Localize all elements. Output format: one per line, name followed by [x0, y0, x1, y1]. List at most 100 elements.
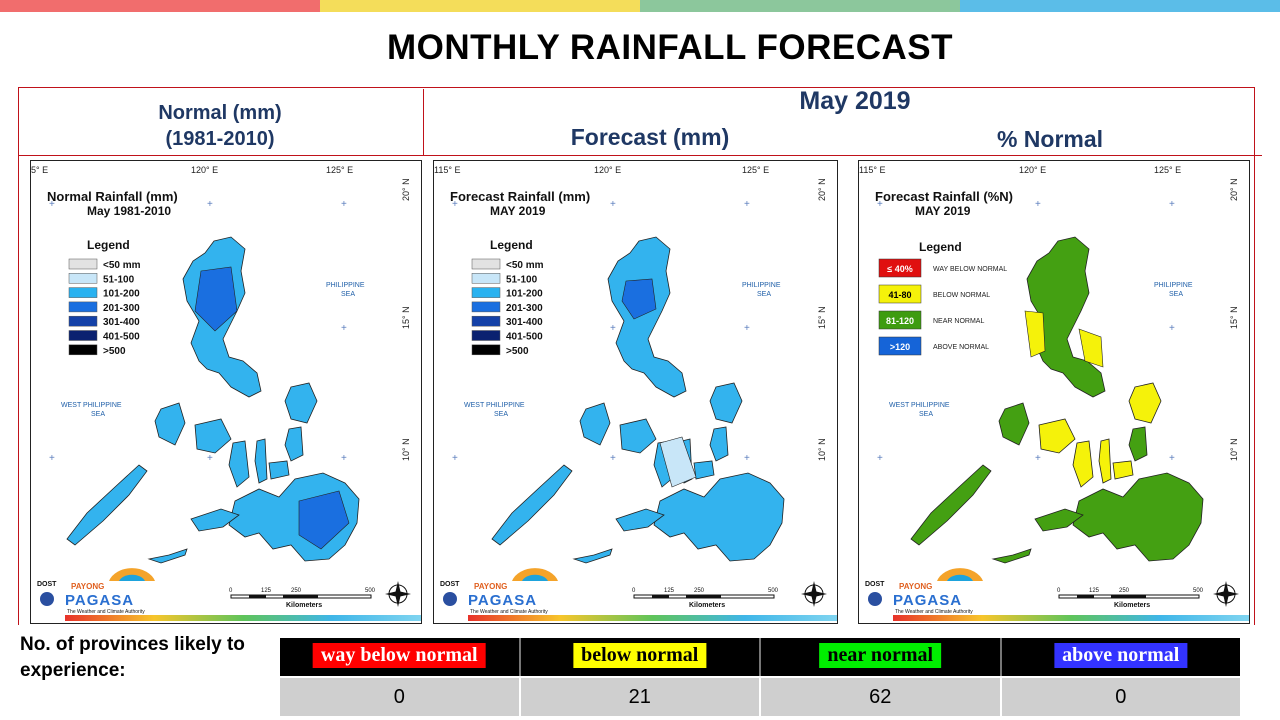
island-shape [284, 382, 318, 424]
map-svg: 115° E 120° E 125° E 20° N 15° N 10° N + + + + + + +… [434, 165, 837, 621]
legend-swatch [68, 258, 98, 270]
map-title: Normal Rainfall (mm) [47, 189, 178, 204]
pagasa-seal-icon [868, 592, 882, 606]
logo-payong: PAYONG [474, 582, 507, 591]
scale-tick: 125 [1089, 588, 1100, 594]
grid-cross: + [1169, 323, 1175, 334]
grid-cross: + [1035, 453, 1041, 464]
island-shape [653, 472, 785, 562]
legend-label: 301-400 [103, 317, 140, 328]
grid-cross: + [610, 199, 616, 210]
legend-desc: ABOVE NORMAL [933, 344, 989, 351]
logo-payong: PAYONG [899, 582, 932, 591]
scale-bar-segment [249, 595, 266, 598]
legend-label: 401-500 [103, 332, 140, 343]
category-above-normal: above normal [1054, 643, 1188, 668]
lat-label: 10° N [817, 438, 827, 461]
grid-cross: + [744, 453, 750, 464]
grid-cross: + [341, 323, 347, 334]
scale-bar-segment [1111, 595, 1146, 598]
legend-swatch [471, 330, 501, 341]
lon-label: 125° E [1154, 165, 1181, 175]
island-shape [1128, 426, 1148, 462]
category-near-normal: near normal [819, 643, 942, 668]
island-shape [615, 508, 665, 532]
province-count-label: No. of provinces likely to experience: [20, 634, 245, 681]
normal-header-line1: Normal (mm) [158, 102, 282, 124]
island-shape [619, 418, 657, 454]
lon-label: 115° E [859, 165, 885, 175]
lat-label: 20° N [1229, 178, 1239, 201]
island-shape [1072, 440, 1094, 488]
grid-cross: + [452, 453, 458, 464]
sea-label: SEA [1169, 291, 1183, 298]
legend-label: 201-300 [506, 303, 543, 314]
legend-label: ≤ 40% [887, 264, 912, 274]
percent-normal-header: % Normal [996, 126, 1104, 152]
color-segment [640, 0, 960, 12]
lon-label: 120° E [1019, 165, 1046, 175]
island-shape [1128, 382, 1162, 424]
sea-label: WEST PHILIPPINE [464, 402, 525, 409]
rainfall-zone [194, 266, 238, 332]
umbrella-icon [947, 574, 973, 581]
scale-tick: 500 [768, 588, 779, 594]
logo-tagline: The Weather and Climate Authority [470, 609, 548, 615]
umbrella-icon [109, 568, 155, 581]
logo-dost: DOST [865, 581, 885, 588]
legend-label: >500 [103, 346, 126, 357]
rainbow-strip [65, 615, 421, 621]
scale-tick: 500 [1193, 588, 1204, 594]
rainfall-zone [1024, 310, 1046, 358]
frame-line [18, 155, 1262, 156]
legend-label: 201-300 [103, 303, 140, 314]
color-segment [0, 0, 320, 12]
map-subtitle: MAY 2019 [490, 204, 546, 218]
legend-swatch [471, 258, 501, 270]
normal-header-line2: (1981-2010) [165, 128, 275, 150]
legend-swatch [878, 258, 922, 278]
island-shape [268, 460, 290, 480]
island-shape [190, 508, 240, 532]
sea-label: WEST PHILIPPINE [889, 402, 950, 409]
island-shape [154, 402, 186, 446]
scale-bar-segment [283, 595, 318, 598]
scale-tick: 250 [291, 588, 302, 594]
sea-label: PHILIPPINE [326, 282, 365, 289]
lon-label: 125° E [326, 165, 353, 175]
rainfall-zone [1078, 328, 1104, 368]
legend-label: 51-100 [506, 274, 538, 285]
rainfall-zone [621, 278, 657, 320]
legend-label: 101-200 [103, 289, 140, 300]
grid-cross: + [1169, 453, 1175, 464]
grid-cross: + [341, 199, 347, 210]
grid-cross: + [610, 453, 616, 464]
island-shape [991, 548, 1032, 564]
sea-label: SEA [757, 291, 771, 298]
logo-tagline: The Weather and Climate Authority [895, 609, 973, 615]
frame-line [1254, 87, 1255, 625]
legend-label: <50 mm [506, 260, 544, 271]
count-near-normal: 62 [761, 678, 1002, 716]
island-shape [709, 382, 743, 424]
legend-swatch [878, 284, 922, 304]
legend-swatch [471, 315, 501, 327]
umbrella-icon [119, 574, 145, 581]
map-subtitle: MAY 2019 [915, 204, 971, 218]
rainbow-strip [893, 615, 1249, 621]
legend-label: 101-200 [506, 289, 543, 300]
lat-label: 15° N [1229, 306, 1239, 329]
grid-cross: + [877, 453, 883, 464]
logo-dost: DOST [440, 581, 460, 588]
forecast-rainfall-map: 115° E 120° E 125° E 20° N 15° N 10° N + + + + + + +… [433, 160, 838, 624]
island-shape [910, 464, 992, 546]
legend-swatch [68, 287, 98, 298]
umbrella-icon [522, 574, 548, 581]
scale-tick: 0 [229, 588, 233, 594]
lat-label: 20° N [817, 178, 827, 201]
island-shape [693, 460, 715, 480]
grid-cross: + [49, 453, 55, 464]
rainbow-strip [468, 615, 837, 621]
scale-tick: 500 [365, 588, 376, 594]
